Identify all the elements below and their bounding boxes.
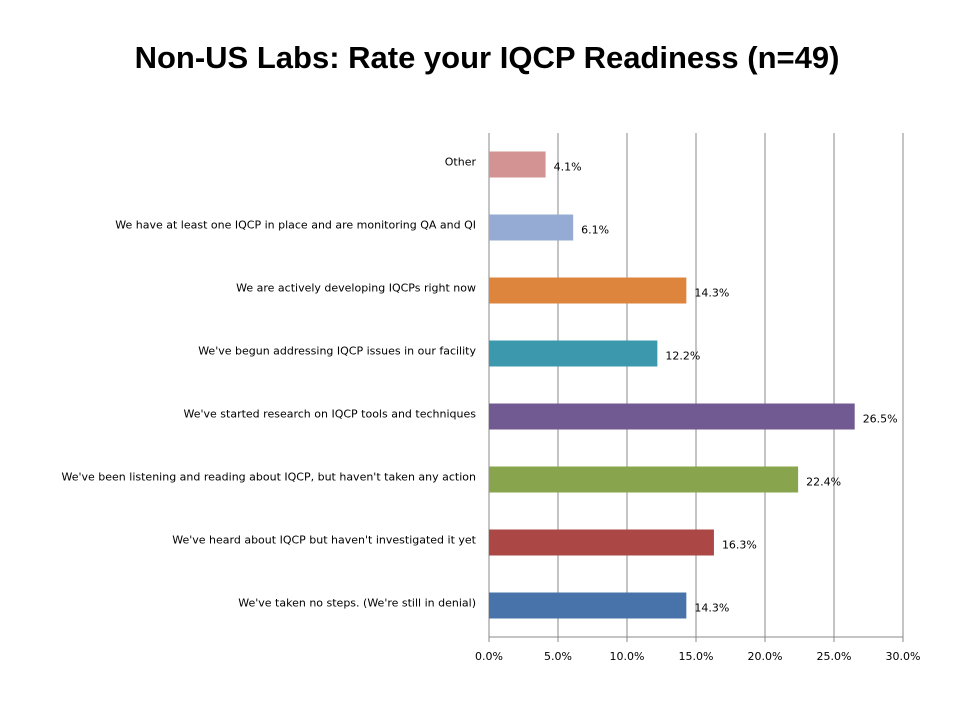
bar xyxy=(489,403,855,430)
x-tick-label: 30.0% xyxy=(886,650,921,663)
y-tick-label: We've started research on IQCP tools and… xyxy=(184,408,477,421)
x-tick-label: 15.0% xyxy=(679,650,714,663)
data-label: 26.5% xyxy=(863,413,898,426)
bar xyxy=(489,151,546,178)
data-label: 12.2% xyxy=(665,350,700,363)
y-tick-label: We've begun addressing IQCP issues in ou… xyxy=(198,345,476,358)
bar xyxy=(489,592,687,619)
bar xyxy=(489,340,658,367)
bar xyxy=(489,529,714,556)
y-tick-label: We are actively developing IQCPs right n… xyxy=(236,282,476,295)
x-tick-label: 0.0% xyxy=(475,650,503,663)
x-tick-label: 20.0% xyxy=(748,650,783,663)
bar xyxy=(489,214,574,241)
chart-title: Non-US Labs: Rate your IQCP Readiness (n… xyxy=(135,40,840,75)
y-tick-label: Other xyxy=(445,156,477,169)
x-tick-label: 5.0% xyxy=(544,650,572,663)
data-label: 4.1% xyxy=(554,161,582,174)
bar xyxy=(489,466,799,493)
bar xyxy=(489,277,687,304)
x-tick-label: 10.0% xyxy=(610,650,645,663)
data-label: 16.3% xyxy=(722,539,757,552)
data-label: 6.1% xyxy=(581,224,609,237)
y-tick-label: We've been listening and reading about I… xyxy=(61,471,476,484)
x-tick-label: 25.0% xyxy=(817,650,852,663)
data-label: 14.3% xyxy=(694,287,729,300)
data-label: 14.3% xyxy=(694,602,729,615)
y-tick-label: We have at least one IQCP in place and a… xyxy=(115,219,476,232)
data-label: 22.4% xyxy=(806,476,841,489)
y-tick-label: We've heard about IQCP but haven't inves… xyxy=(172,534,476,547)
y-tick-label: We've taken no steps. (We're still in de… xyxy=(238,597,476,610)
